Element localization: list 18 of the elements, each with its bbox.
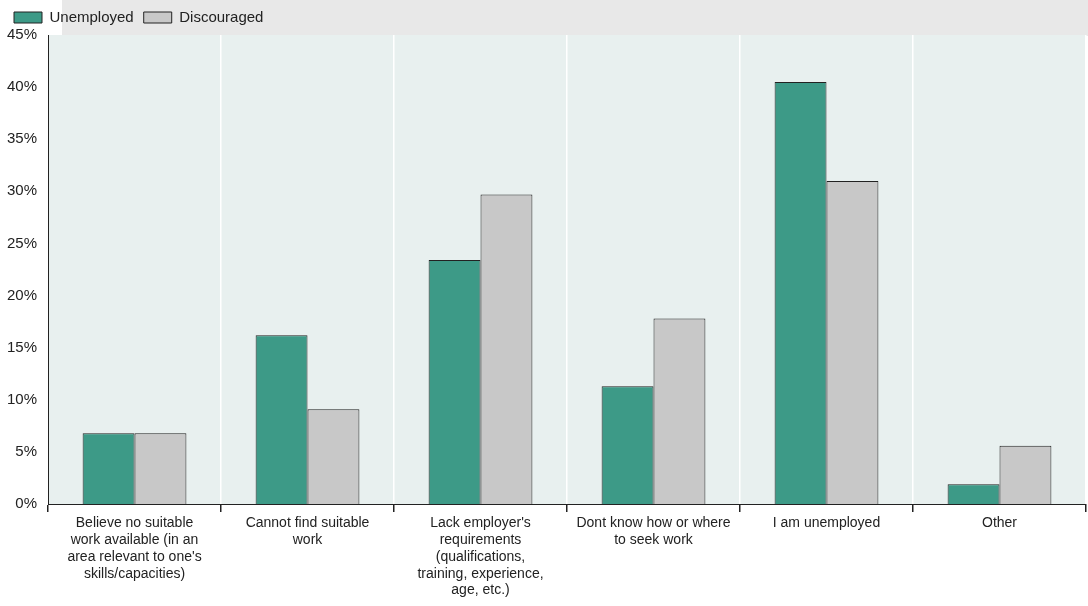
y-tick-label: 40% [6, 77, 38, 95]
y-tick-label: 25% [6, 233, 38, 251]
x-tick-label: Lack employer's requirements (qualifications, training, experience, age, etc.) [417, 514, 544, 598]
y-tick-label: 10% [6, 389, 38, 407]
y-tick-label: 0% [15, 494, 38, 512]
y-tick-label: 20% [6, 285, 38, 303]
y-tick-label: 45% [6, 25, 38, 43]
x-tick-label: Cannot find suitable work [245, 514, 370, 548]
y-tick-label: 5% [15, 442, 38, 460]
legend-label: Discouraged [179, 7, 264, 25]
y-tick-label: 35% [6, 129, 38, 147]
x-tick-label: Other [981, 514, 1018, 531]
y-tick-label: 15% [6, 337, 38, 355]
x-tick-label: I am unemployed [772, 514, 881, 531]
legend-label: Unemployed [49, 7, 134, 25]
x-tick-label: Believe no suitable work available (in an area relevant to one's skills/capacities) [67, 514, 202, 581]
x-tick-label: Dont know how or where to seek work [576, 514, 731, 548]
y-tick-label: 30% [6, 181, 38, 199]
